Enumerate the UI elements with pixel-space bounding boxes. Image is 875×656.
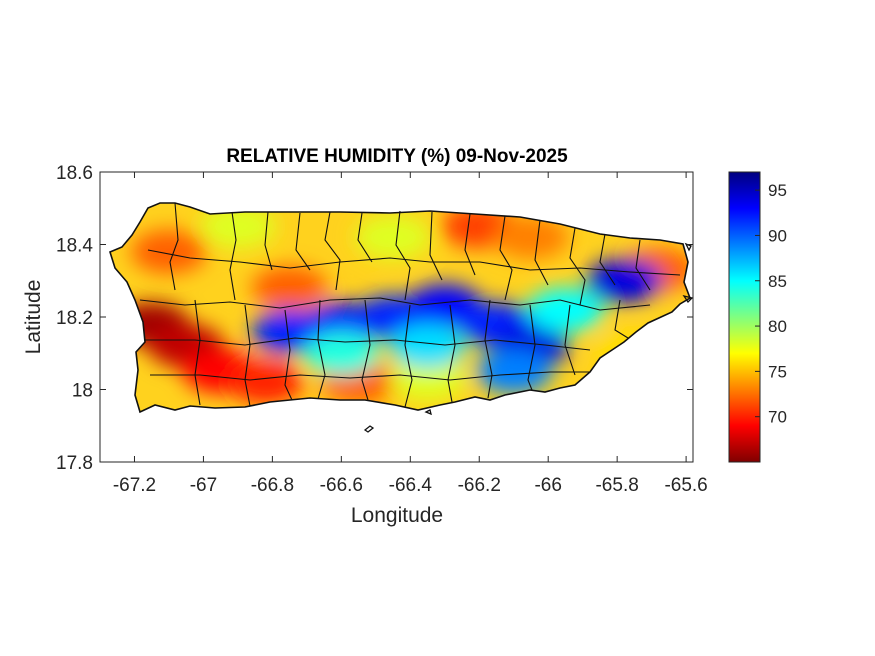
x-tick-label: -65.6 bbox=[664, 475, 707, 496]
x-tick-label: -67 bbox=[190, 475, 217, 496]
y-tick-label: 18.2 bbox=[56, 308, 93, 329]
y-tick-label: 18.6 bbox=[56, 163, 93, 184]
y-tick-label: 18 bbox=[72, 381, 93, 402]
x-tick-label: -67.2 bbox=[113, 475, 156, 496]
field-sample bbox=[130, 229, 207, 274]
colorbar-tick-label: 75 bbox=[768, 362, 787, 381]
x-tick-label: -66.2 bbox=[458, 475, 501, 496]
field-sample bbox=[355, 215, 432, 260]
y-axis-label: Latitude bbox=[22, 280, 45, 355]
field-sample bbox=[475, 349, 552, 394]
field-sample bbox=[199, 204, 276, 249]
colorbar-tick-label: 80 bbox=[768, 317, 787, 336]
colorbar-tick-label: 70 bbox=[768, 408, 787, 427]
y-axis: 17.8 18 18.2 18.4 18.6 bbox=[56, 163, 693, 474]
colorbar-ticks: 70 75 80 85 90 95 bbox=[755, 181, 787, 427]
x-tick-label: -65.8 bbox=[595, 475, 638, 496]
field-sample bbox=[227, 360, 304, 405]
humidity-field bbox=[110, 203, 690, 412]
y-tick-label: 17.8 bbox=[56, 453, 93, 474]
field-sample bbox=[389, 356, 466, 401]
chart-title: RELATIVE HUMIDITY (%) 09-Nov-2025 bbox=[226, 146, 568, 167]
x-tick-label: -66.4 bbox=[389, 475, 433, 496]
field-sample bbox=[586, 258, 663, 303]
colorbar-tick-label: 85 bbox=[768, 272, 787, 291]
y-tick-label: 18.4 bbox=[56, 236, 93, 257]
field-sample bbox=[492, 215, 569, 260]
field-sample bbox=[389, 324, 466, 368]
municipal-boundaries bbox=[139, 202, 681, 408]
colorbar bbox=[728, 171, 761, 463]
x-axis-label: Longitude bbox=[351, 504, 443, 527]
x-tick-label: -66 bbox=[534, 475, 561, 496]
field-sample bbox=[527, 287, 604, 332]
small-islands bbox=[363, 242, 694, 433]
colorbar-tick-label: 90 bbox=[768, 226, 787, 245]
x-tick-label: -66.6 bbox=[320, 475, 363, 496]
x-axis: -67.2 -67 -66.8 -66.6 -66.4 -66.2 -66 -65.8 -65.… bbox=[113, 172, 708, 496]
x-tick-label: -66.8 bbox=[251, 475, 294, 496]
colorbar-tick-label: 95 bbox=[768, 181, 787, 200]
field-sample bbox=[251, 266, 328, 310]
